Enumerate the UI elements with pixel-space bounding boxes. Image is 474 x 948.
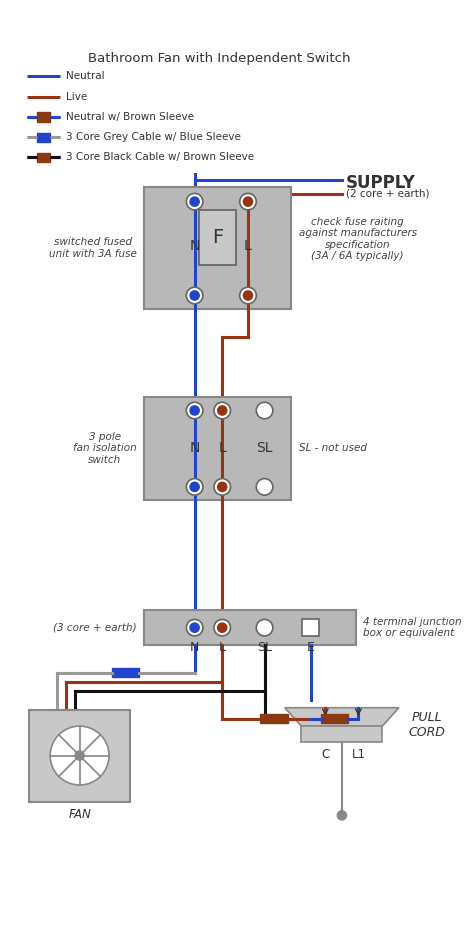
Bar	[112, 668, 139, 678]
Text: SL - not used: SL - not used	[299, 444, 366, 453]
Circle shape	[186, 619, 203, 636]
Circle shape	[256, 402, 273, 419]
Polygon shape	[285, 708, 399, 726]
Text: N: N	[190, 642, 199, 654]
Circle shape	[190, 623, 199, 632]
Text: Neutral: Neutral	[66, 71, 104, 82]
Circle shape	[50, 726, 109, 785]
Circle shape	[218, 483, 227, 491]
Text: 3 pole
fan isolation
switch: 3 pole fan isolation switch	[73, 431, 137, 465]
Circle shape	[218, 406, 227, 415]
Text: SUPPLY: SUPPLY	[346, 174, 415, 192]
Bar	[37, 153, 50, 162]
Circle shape	[337, 811, 346, 820]
Circle shape	[190, 483, 199, 491]
Circle shape	[75, 751, 84, 760]
Text: 3 Core Grey Cable w/ Blue Sleeve: 3 Core Grey Cable w/ Blue Sleeve	[66, 132, 241, 142]
Circle shape	[214, 479, 230, 495]
Text: Live: Live	[66, 92, 87, 101]
Bar	[144, 396, 291, 500]
Text: F: F	[212, 228, 223, 247]
Bar	[199, 210, 236, 265]
Circle shape	[190, 197, 199, 207]
Text: N: N	[190, 239, 200, 253]
Text: (2 core + earth): (2 core + earth)	[346, 189, 429, 199]
Text: FAN: FAN	[68, 808, 91, 821]
Circle shape	[243, 197, 253, 207]
Bar	[144, 611, 356, 646]
Text: 3 Core Black Cable w/ Brown Sleeve: 3 Core Black Cable w/ Brown Sleeve	[66, 153, 254, 162]
Circle shape	[186, 193, 203, 210]
Text: Bathroom Fan with Independent Switch: Bathroom Fan with Independent Switch	[88, 51, 351, 64]
Circle shape	[214, 619, 230, 636]
Text: SL: SL	[256, 441, 273, 455]
Circle shape	[256, 619, 273, 636]
Circle shape	[240, 193, 256, 210]
Text: PULL
CORD: PULL CORD	[408, 711, 445, 738]
Circle shape	[256, 479, 273, 495]
Text: L: L	[219, 441, 226, 455]
Circle shape	[186, 479, 203, 495]
Text: L: L	[244, 239, 252, 253]
Bar	[260, 714, 288, 723]
Text: check fuse raiting
against manufacturers
specification
(3A / 6A typically): check fuse raiting against manufacturers…	[299, 216, 417, 262]
Bar	[37, 113, 50, 121]
Circle shape	[186, 402, 203, 419]
Circle shape	[240, 287, 256, 303]
Circle shape	[190, 406, 199, 415]
Text: C: C	[321, 748, 329, 761]
Text: 4 terminal junction
box or equivalent: 4 terminal junction box or equivalent	[363, 617, 462, 638]
Text: L1: L1	[351, 748, 365, 761]
Text: N: N	[190, 441, 200, 455]
Text: E: E	[307, 642, 314, 654]
Circle shape	[190, 291, 199, 301]
Circle shape	[218, 623, 227, 632]
Text: switched fused
unit with 3A fuse: switched fused unit with 3A fuse	[49, 237, 137, 259]
Text: Neutral w/ Brown Sleeve: Neutral w/ Brown Sleeve	[66, 112, 194, 122]
Circle shape	[214, 402, 230, 419]
Bar	[37, 133, 50, 142]
Text: (3 core + earth): (3 core + earth)	[53, 623, 137, 632]
Circle shape	[243, 291, 253, 301]
Circle shape	[186, 287, 203, 303]
Text: L: L	[219, 642, 226, 654]
Bar	[302, 619, 319, 636]
Bar	[29, 709, 130, 802]
Bar	[144, 187, 291, 309]
Bar	[321, 714, 348, 723]
Text: SL: SL	[257, 642, 272, 654]
Bar	[301, 726, 383, 741]
